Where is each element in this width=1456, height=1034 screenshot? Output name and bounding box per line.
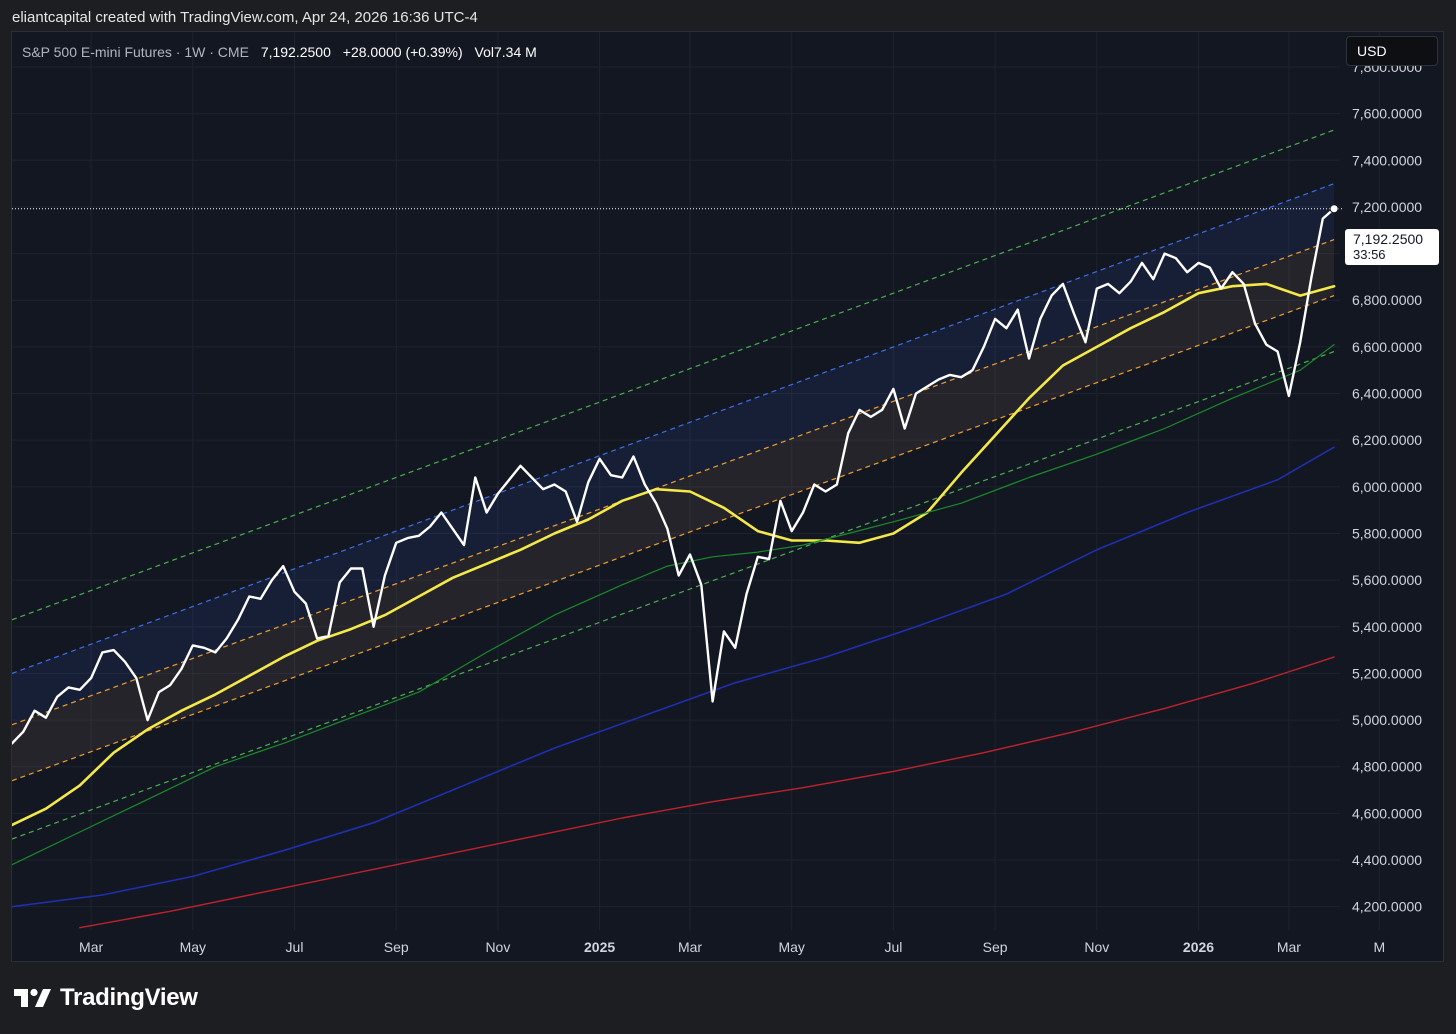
chart-grid xyxy=(12,32,1380,930)
x-tick-label: M xyxy=(1373,939,1385,955)
channel-fill-upper xyxy=(12,183,1335,725)
y-tick-label: 7,200.0000 xyxy=(1352,199,1422,215)
y-tick-label: 6,800.0000 xyxy=(1352,292,1422,308)
time-axis: Mar May Jul Sep Nov 2025 Mar May Jul Sep Nov 2026 Ma… xyxy=(79,939,1385,955)
y-tick-label: 4,200.0000 xyxy=(1352,899,1422,915)
regression-channel xyxy=(12,129,1335,840)
y-tick-label: 5,400.0000 xyxy=(1352,619,1422,635)
y-tick-label: 4,800.0000 xyxy=(1352,759,1422,775)
x-tick-label: May xyxy=(180,939,206,955)
bar-countdown: 33:56 xyxy=(1353,247,1386,262)
y-tick-label: 5,800.0000 xyxy=(1352,525,1422,541)
series-line-ma_yellow xyxy=(12,282,1336,827)
price-axis: 4,200.0000 4,400.0000 4,600.0000 4,800.0000… xyxy=(1352,59,1422,915)
x-tick-label: Jul xyxy=(884,939,902,955)
x-tick-label: Mar xyxy=(79,939,103,955)
y-tick-label: 4,600.0000 xyxy=(1352,805,1422,821)
channel-line-green-upper xyxy=(12,129,1335,621)
chart-credit: eliantcapital created with TradingView.c… xyxy=(12,9,478,26)
series-line-ma_red xyxy=(79,656,1335,929)
x-tick-label: Nov xyxy=(485,939,510,955)
legend-change: +28.0000 (+0.39%) xyxy=(342,44,463,60)
y-tick-label: 7,400.0000 xyxy=(1352,152,1422,168)
x-tick-label: Mar xyxy=(1277,939,1301,955)
x-tick-label: 2025 xyxy=(584,939,615,955)
channel-line-orange-lower xyxy=(12,295,1335,782)
channel-line-green-lower xyxy=(12,350,1335,840)
x-tick-label: Nov xyxy=(1084,939,1109,955)
price-series xyxy=(12,204,1339,745)
y-tick-label: 6,200.0000 xyxy=(1352,432,1422,448)
series-line-ma_blue xyxy=(12,446,1335,908)
legend-volume: Vol7.34 M xyxy=(474,44,537,60)
x-tick-label: May xyxy=(778,939,804,955)
tradingview-brand[interactable]: TradingView xyxy=(14,984,198,1012)
x-tick-label: Sep xyxy=(983,939,1008,955)
channel-fills xyxy=(12,183,1335,781)
x-tick-label: 2026 xyxy=(1183,939,1214,955)
y-tick-label: 4,400.0000 xyxy=(1352,852,1422,868)
y-tick-label: 6,600.0000 xyxy=(1352,339,1422,355)
x-tick-label: Mar xyxy=(678,939,702,955)
series-line-price xyxy=(12,207,1336,745)
x-tick-label: Jul xyxy=(286,939,304,955)
channel-line-blue-upper xyxy=(12,183,1335,674)
x-tick-label: Sep xyxy=(384,939,409,955)
y-tick-label: 5,200.0000 xyxy=(1352,665,1422,681)
symbol-legend[interactable]: S&P 500 E-mini Futures · 1W · CME 7,192.… xyxy=(22,44,537,60)
legend-price: 7,192.2500 xyxy=(260,44,331,60)
channel-fill-middle xyxy=(12,239,1335,781)
series-line-ma_green xyxy=(12,344,1335,866)
y-tick-label: 7,600.0000 xyxy=(1352,106,1422,122)
brand-name: TradingView xyxy=(60,984,198,1011)
symbol-name: S&P 500 E-mini Futures · 1W · CME xyxy=(22,44,249,60)
y-tick-label: 5,600.0000 xyxy=(1352,572,1422,588)
channel-line-orange-upper xyxy=(12,239,1335,726)
moving-averages xyxy=(12,282,1336,929)
y-tick-label: 6,400.0000 xyxy=(1352,386,1422,402)
y-tick-label: 6,000.0000 xyxy=(1352,479,1422,495)
chart-frame xyxy=(11,31,1444,962)
last-price-dot xyxy=(1329,204,1339,214)
y-tick-label: 5,000.0000 xyxy=(1352,712,1422,728)
currency-button[interactable]: USD xyxy=(1346,36,1438,66)
last-price-label: 7,192.2500 33:56 xyxy=(1345,229,1439,265)
tradingview-logo-icon xyxy=(14,988,51,1007)
last-price-value: 7,192.2500 xyxy=(1353,231,1424,247)
